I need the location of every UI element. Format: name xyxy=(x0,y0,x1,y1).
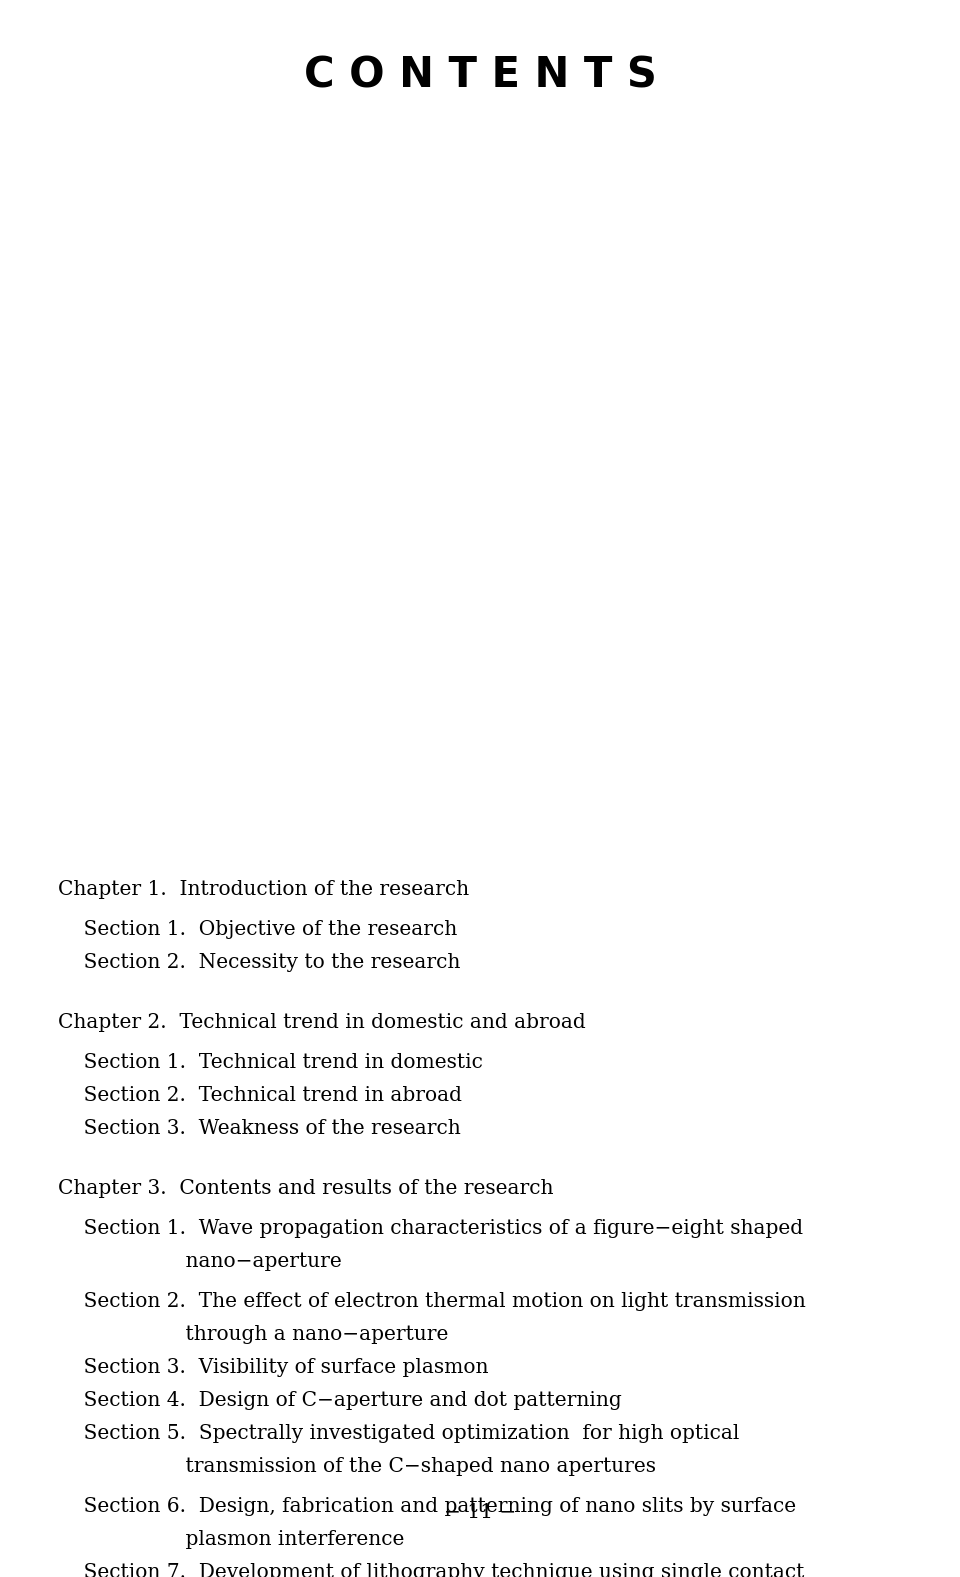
Text: Chapter 2.  Technical trend in domestic and abroad: Chapter 2. Technical trend in domestic a… xyxy=(58,1012,586,1031)
Text: Section 6.  Design, fabrication and patterning of nano slits by surface: Section 6. Design, fabrication and patte… xyxy=(58,1497,796,1515)
Text: − 11 −: − 11 − xyxy=(444,1503,516,1522)
Text: Section 2.  The effect of electron thermal motion on light transmission: Section 2. The effect of electron therma… xyxy=(58,1292,805,1310)
Text: Section 3.  Visibility of surface plasmon: Section 3. Visibility of surface plasmon xyxy=(58,1358,488,1377)
Text: Section 4.  Design of C−aperture and dot patterning: Section 4. Design of C−aperture and dot … xyxy=(58,1391,621,1410)
Text: transmission of the C−shaped nano apertures: transmission of the C−shaped nano apertu… xyxy=(58,1457,656,1476)
Text: Section 1.  Technical trend in domestic: Section 1. Technical trend in domestic xyxy=(58,1053,483,1072)
Text: Section 5.  Spectrally investigated optimization  for high optical: Section 5. Spectrally investigated optim… xyxy=(58,1424,739,1443)
Text: Chapter 1.  Introduction of the research: Chapter 1. Introduction of the research xyxy=(58,880,468,899)
Text: C O N T E N T S: C O N T E N T S xyxy=(303,55,657,98)
Text: nano−aperture: nano−aperture xyxy=(58,1252,342,1271)
Text: Section 7.  Development of lithography technique using single contact: Section 7. Development of lithography te… xyxy=(58,1563,804,1577)
Text: Section 2.  Technical trend in abroad: Section 2. Technical trend in abroad xyxy=(58,1087,462,1105)
Text: through a nano−aperture: through a nano−aperture xyxy=(58,1325,448,1344)
Text: plasmon interference: plasmon interference xyxy=(58,1530,404,1549)
Text: Section 3.  Weakness of the research: Section 3. Weakness of the research xyxy=(58,1120,461,1139)
Text: Section 1.  Objective of the research: Section 1. Objective of the research xyxy=(58,919,457,938)
Text: Chapter 3.  Contents and results of the research: Chapter 3. Contents and results of the r… xyxy=(58,1180,553,1199)
Text: Section 1.  Wave propagation characteristics of a figure−eight shaped: Section 1. Wave propagation characterist… xyxy=(58,1219,803,1238)
Text: Section 2.  Necessity to the research: Section 2. Necessity to the research xyxy=(58,953,460,971)
